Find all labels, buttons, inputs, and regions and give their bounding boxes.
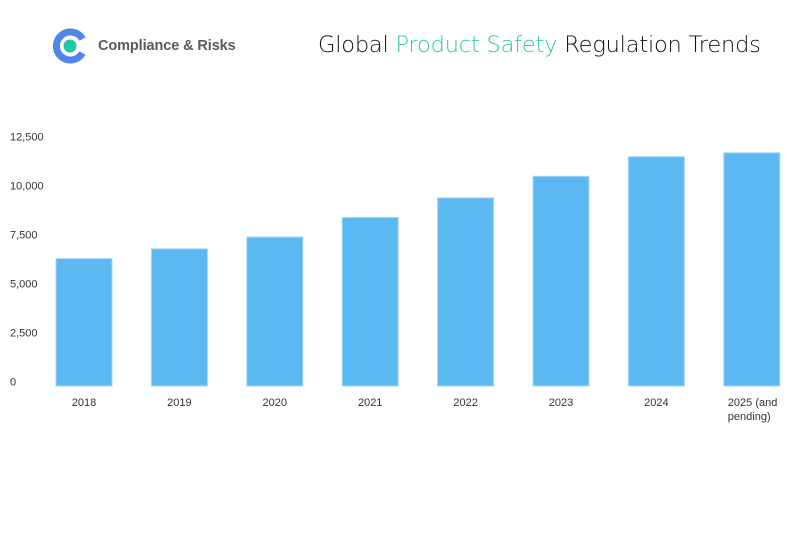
bar: [723, 152, 781, 387]
c-ring-logo-icon: [52, 28, 86, 64]
chart-title: Global Product Safety Regulation Trends: [318, 32, 761, 58]
brand-name: Compliance & Risks: [98, 38, 236, 54]
title-part2: Regulation Trends: [557, 32, 761, 58]
bar: [627, 156, 685, 387]
x-tick-label: 2021: [358, 397, 382, 409]
brand-logo: Compliance & Risks: [52, 28, 236, 64]
x-tick-label: 2023: [549, 397, 573, 409]
x-tick-label: 2018: [72, 397, 96, 409]
bar: [341, 216, 399, 387]
x-tick-label: 2019: [167, 397, 191, 409]
y-tick-label: 7,500: [10, 230, 38, 242]
x-tick-label: 2022: [453, 397, 477, 409]
x-tick-label: 2025 (and pending): [728, 397, 778, 423]
bar: [532, 175, 590, 387]
y-tick-label: 5,000: [10, 279, 38, 291]
bar: [55, 258, 113, 387]
bar: [246, 236, 304, 387]
y-tick-label: 0: [10, 377, 16, 389]
x-tick-label: 2024: [644, 397, 668, 409]
bar: [437, 197, 495, 387]
x-tick-label: 2020: [263, 397, 287, 409]
y-tick-label: 10,000: [10, 181, 44, 193]
title-highlight: Product Safety: [395, 32, 558, 58]
bar: [150, 248, 208, 387]
y-tick-label: 12,500: [10, 132, 44, 144]
y-tick-label: 2,500: [10, 328, 38, 340]
title-part1: Global: [318, 32, 396, 58]
